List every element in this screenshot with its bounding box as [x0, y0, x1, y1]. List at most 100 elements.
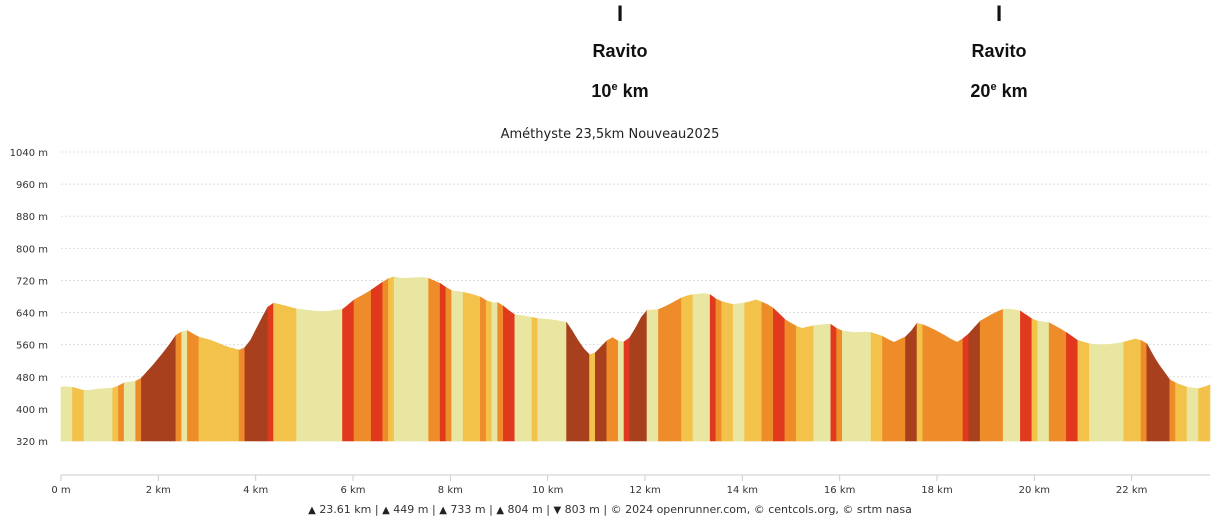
footer-elevation-gain: 449 m — [393, 503, 429, 516]
elevation-segment — [100, 388, 108, 442]
elevation-segment — [152, 357, 159, 442]
elevation-segment — [313, 310, 320, 442]
x-tick-label: 14 km — [727, 485, 758, 496]
elevation-segment — [686, 294, 694, 442]
elevation-segment — [1152, 353, 1159, 442]
elevation-segment — [514, 314, 521, 442]
elevation-segment — [296, 308, 303, 442]
y-tick-label: 800 m — [16, 244, 48, 255]
elevation-segment — [187, 330, 194, 442]
elevation-segment — [577, 339, 585, 442]
elevation-segment — [497, 301, 504, 442]
elevation-segment — [388, 276, 395, 442]
elevation-segment — [606, 337, 613, 442]
elevation-segment — [1008, 308, 1015, 442]
elevation-segment — [698, 293, 705, 442]
x-tick-label: 12 km — [629, 485, 660, 496]
y-tick-label: 1040 m — [10, 148, 48, 159]
elevation-segment — [709, 294, 717, 442]
elevation-segment — [1146, 343, 1153, 442]
elevation-segment — [531, 317, 539, 442]
elevation-segment — [847, 331, 855, 442]
elevation-segment — [761, 301, 768, 442]
elevation-segment — [870, 332, 878, 442]
elevation-segment — [721, 301, 728, 442]
x-tick-label: 20 km — [1019, 485, 1050, 496]
elevation-segment — [411, 277, 418, 442]
elevation-segment — [485, 300, 493, 442]
elevation-segment — [210, 339, 217, 442]
footer-max-altitude: 733 m — [450, 503, 486, 516]
x-tick-label: 4 km — [243, 485, 268, 496]
elevation-segment — [434, 280, 441, 442]
elevation-segment — [233, 348, 240, 442]
elevation-segment — [813, 324, 820, 442]
elevation-segment — [968, 326, 975, 442]
elevation-segment — [175, 331, 182, 442]
elevation-segment — [543, 318, 550, 442]
elevation-segment — [1140, 340, 1148, 442]
elevation-segment — [905, 330, 912, 442]
elevation-segment — [669, 300, 677, 442]
elevation-segment — [319, 311, 326, 442]
elevation-segment — [1129, 338, 1136, 442]
ravito-marker-label: Ravito — [971, 41, 1027, 61]
elevation-segment — [893, 339, 901, 442]
y-tick-label: 480 m — [16, 373, 48, 384]
elevation-segment — [738, 302, 745, 442]
elevation-segment — [1186, 386, 1194, 442]
elevation-segment — [106, 387, 114, 442]
elevation-segment — [1071, 335, 1079, 442]
elevation-segment — [1158, 362, 1165, 442]
elevation-segment — [933, 329, 941, 442]
elevation-segment — [1031, 318, 1038, 442]
ravito-marker-label: Ravito — [592, 41, 648, 61]
elevation-segment — [244, 339, 251, 442]
elevation-segment — [1043, 321, 1050, 442]
x-tick-label: 10 km — [532, 485, 563, 496]
elevation-segment — [146, 364, 154, 442]
elevation-segment — [778, 313, 786, 442]
elevation-segment — [784, 318, 791, 442]
elevation-segment — [422, 277, 429, 442]
x-tick-label: 6 km — [340, 485, 365, 496]
elevation-segment — [640, 309, 648, 442]
elevation-segment — [416, 277, 424, 442]
elevation-segment — [646, 309, 654, 442]
elevation-segment — [95, 388, 102, 442]
elevation-segment — [537, 318, 544, 442]
elevation-segment — [1192, 387, 1199, 442]
elevation-segment — [985, 314, 992, 442]
elevation-segment — [554, 319, 562, 442]
elevation-segment — [227, 346, 234, 442]
elevation-segment — [1203, 384, 1211, 442]
elevation-segment — [77, 388, 85, 442]
elevation-segment — [462, 291, 470, 442]
elevation-segment — [836, 328, 843, 442]
elevation-segment — [962, 333, 970, 442]
x-axis: 0 m 2 km 4 km 6 km 8 km 10 km 12 km 14 km 16 km 1… — [51, 474, 1210, 496]
ravito-marker-1: I Ravito 10e km — [540, 2, 700, 102]
elevation-segment — [767, 304, 774, 442]
elevation-segment — [370, 285, 378, 442]
elevation-segment — [842, 330, 849, 442]
elevation-chart: Améthyste 23,5km Nouveau2025 320 m 400 m 4… — [10, 127, 1211, 496]
elevation-segment — [916, 322, 924, 442]
elevation-segment — [1198, 386, 1205, 442]
elevation-segment — [376, 281, 384, 442]
footer-negative: 803 m — [564, 503, 600, 516]
elevation-segment — [755, 299, 763, 442]
elevation-segment — [141, 370, 148, 442]
elevation-segment — [750, 299, 757, 442]
elevation-segment — [549, 319, 556, 442]
elevation-segment — [824, 324, 832, 442]
elevation-segment — [910, 322, 918, 442]
elevation-segment — [1002, 308, 1010, 442]
elevation-segment — [974, 320, 981, 442]
elevation-segment — [428, 277, 435, 442]
elevation-gain-icon: ▲ — [382, 505, 390, 516]
elevation-segment — [652, 309, 659, 442]
elevation-segment — [405, 277, 412, 442]
elevation-segment — [474, 294, 481, 442]
elevation-segment — [853, 332, 860, 442]
